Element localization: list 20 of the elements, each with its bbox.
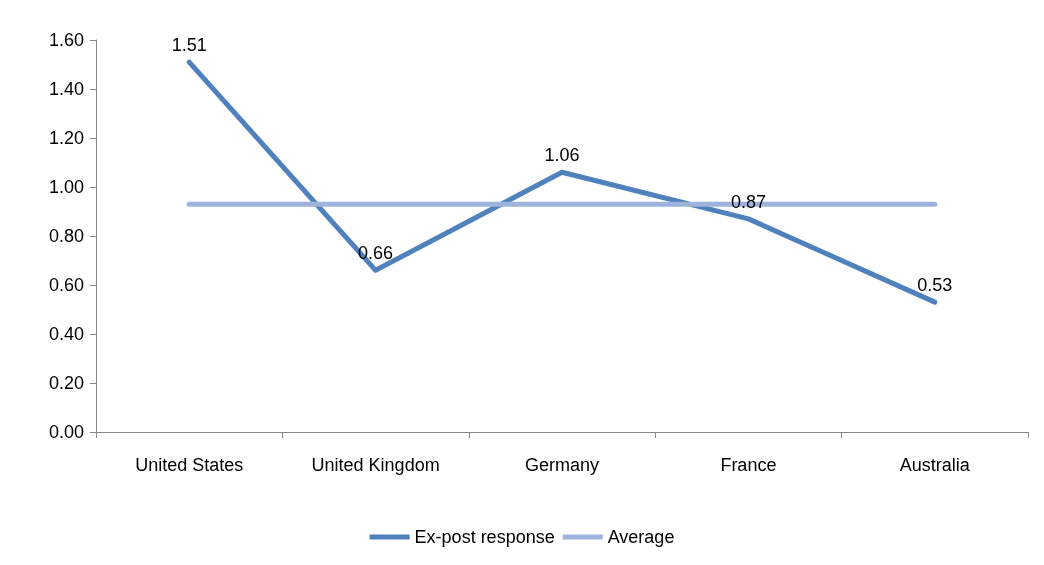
y-tick-label: 1.20: [48, 128, 84, 148]
x-tick-label: Germany: [524, 455, 600, 475]
y-tick-label: 0.20: [48, 373, 84, 393]
x-tick-label: United Kingdom: [311, 455, 440, 475]
data-label: 1.06: [544, 145, 580, 166]
y-tick-label: 0.60: [48, 275, 84, 295]
x-tick-label: United States: [135, 455, 244, 475]
data-label: 0.53: [917, 275, 953, 296]
data-label: 0.87: [730, 191, 766, 212]
data-label: 1.51: [171, 35, 207, 56]
y-tick-label: 0.00: [48, 422, 84, 442]
y-tick-label: 1.40: [48, 79, 84, 99]
x-tick-label: Australia: [899, 455, 971, 475]
legend-label: Average: [607, 527, 675, 547]
y-tick-label: 1.00: [48, 177, 84, 197]
x-tick-label: France: [720, 455, 777, 475]
legend-label: Ex-post response: [414, 527, 555, 547]
y-tick-label: 0.80: [48, 226, 84, 246]
y-tick-label: 1.60: [48, 30, 84, 50]
y-tick-label: 0.40: [48, 324, 84, 344]
